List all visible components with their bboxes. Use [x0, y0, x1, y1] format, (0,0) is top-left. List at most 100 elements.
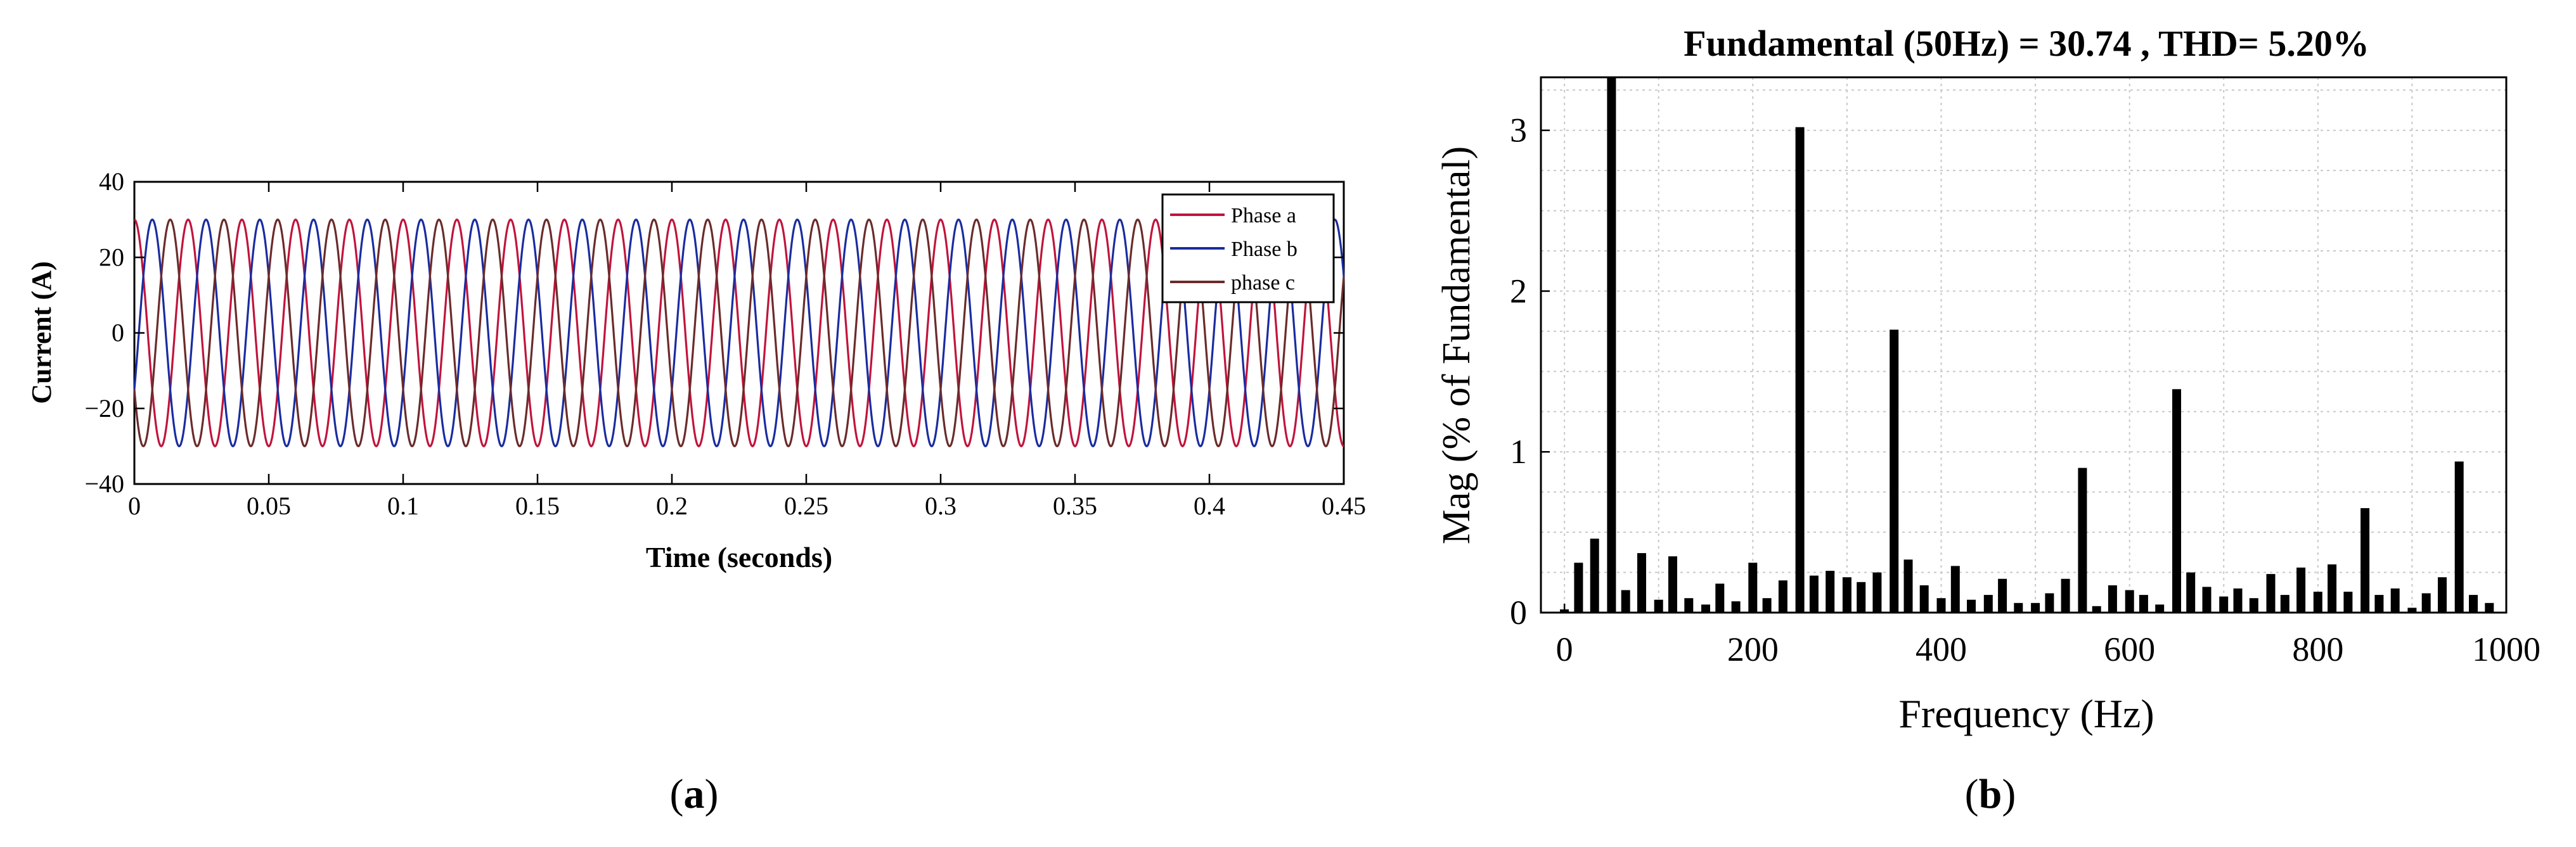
- harmonic-bar-882hz: [2390, 588, 2400, 613]
- chart-b-bars: [1560, 77, 2494, 613]
- harmonic-bar-32hz: [1590, 538, 1599, 613]
- harmonic-bar-750hz: [2266, 574, 2276, 613]
- harmonic-bar-715hz: [2233, 588, 2243, 613]
- harmonic-bar-350hz: [1890, 329, 1899, 613]
- chart-b-x-tick-label: 400: [1916, 630, 1967, 668]
- harmonic-bar-982hz: [2485, 602, 2494, 613]
- harmonic-bar-700hz: [2219, 596, 2229, 613]
- chart-a-x-tick-label: 0.1: [387, 492, 419, 520]
- chart-a-x-axis-label: Time (seconds): [646, 541, 832, 573]
- harmonic-bar-565hz: [2092, 606, 2101, 613]
- chart-b-x-tick-label: 200: [1727, 630, 1779, 668]
- harmonic-bar-550hz: [2078, 468, 2087, 613]
- chart-a-x-tick-label: 0: [128, 492, 141, 520]
- chart-b-y-tick-label: 2: [1510, 272, 1527, 310]
- chart-b-x-tick-label: 600: [2104, 630, 2155, 668]
- chart-b-y-axis-label: Mag (% of Fundamental): [1435, 146, 1478, 544]
- harmonic-bar-65hz: [1621, 590, 1630, 613]
- harmonic-bar-432hz: [1967, 599, 1976, 613]
- chart-a-series-group: [133, 218, 1345, 448]
- chart-b-plot-background: [1541, 77, 2506, 613]
- chart-a-y-tick-label: 0: [112, 319, 124, 347]
- harmonic-bar-632hz: [2155, 604, 2165, 613]
- harmonic-bar-182hz: [1731, 601, 1741, 613]
- chart-a-x-tick-label: 0.25: [784, 492, 828, 520]
- harmonic-bar-265hz: [1809, 575, 1819, 613]
- legend-entry-phase-c: phase c: [1170, 271, 1295, 295]
- chart-a-y-tick-label: 20: [99, 243, 124, 271]
- chart-a-y-tick-label: 40: [99, 167, 124, 196]
- harmonic-bar-900hz: [2407, 608, 2417, 613]
- chart-b-ticks: 0 200 400 600 800 1000 0 1 2 3: [1510, 111, 2541, 668]
- chart-b-x-tick-label: 0: [1556, 630, 1573, 668]
- harmonic-bar-682hz: [2202, 587, 2212, 613]
- harmonic-bar-150hz: [1701, 604, 1710, 613]
- chart-a-legend: Phase a Phase b phase c: [1161, 193, 1335, 303]
- harmonic-bar-132hz: [1684, 598, 1694, 613]
- harmonic-bar-282hz: [1826, 571, 1835, 613]
- panel-label-b-letter: b: [1979, 771, 2002, 817]
- chart-b-y-tick-label: 3: [1510, 111, 1527, 150]
- legend-entry-phase-b: Phase b: [1170, 238, 1298, 261]
- harmonic-bar-532hz: [2061, 578, 2070, 613]
- harmonic-bar-765hz: [2280, 595, 2289, 613]
- harmonic-bar-50hz: [1607, 77, 1616, 613]
- series-line-phase-b: [133, 219, 1345, 447]
- harmonic-bar-515hz: [2045, 593, 2054, 613]
- harmonic-bar-415hz: [1950, 566, 1960, 613]
- harmonic-bar-732hz: [2249, 598, 2258, 613]
- panel-label-a-letter: a: [684, 771, 705, 817]
- harmonic-bar-582hz: [2108, 585, 2117, 613]
- harmonic-bar-932hz: [2438, 577, 2447, 613]
- chart-b-x-tick-label: 800: [2292, 630, 2343, 668]
- harmonic-spectrum-chart: 0 200 400 600 800 1000 0 1 2 3 Fundamental (50Hz)…: [1435, 23, 2541, 817]
- harmonic-bar-300hz: [1842, 577, 1852, 613]
- chart-b-y-tick-label: 0: [1510, 594, 1527, 632]
- harmonic-bar-115hz: [1668, 556, 1677, 613]
- panel-label-a: (a): [670, 771, 719, 817]
- chart-b-grid: [1541, 77, 2507, 613]
- harmonic-bar-600hz: [2125, 590, 2134, 613]
- chart-a-x-tick-label: 0.15: [515, 492, 560, 520]
- chart-a-legend-box: [1161, 193, 1335, 303]
- harmonic-bar-382hz: [1919, 585, 1929, 613]
- harmonic-bar-850hz: [2360, 508, 2370, 613]
- harmonic-bar-200hz: [1748, 563, 1758, 613]
- panel-label-b: (b): [1965, 771, 2016, 817]
- harmonic-bar-782hz: [2296, 567, 2306, 613]
- chart-b-plot-frame: [1540, 76, 2508, 614]
- harmonic-bar-915hz: [2421, 593, 2431, 613]
- harmonic-bar-450hz: [1983, 595, 1993, 613]
- chart-a-x-tick-label: 0.05: [247, 492, 291, 520]
- chart-b-x-axis-label: Frequency (Hz): [1898, 691, 2154, 736]
- harmonic-bar-482hz: [2014, 602, 2023, 613]
- harmonic-bar-615hz: [2139, 595, 2148, 613]
- harmonic-bar-315hz: [1857, 582, 1866, 613]
- harmonic-bar-232hz: [1778, 580, 1787, 613]
- harmonic-bar-965hz: [2469, 595, 2478, 613]
- series-line-phase-c: [133, 219, 1345, 447]
- harmonic-bar-332hz: [1872, 572, 1882, 613]
- harmonic-bar-165hz: [1715, 583, 1725, 613]
- chart-a-ticks: 0 0.05 0.1 0.15 0.2 0.25 0.3 0.35 0.4 0.45 −40 −20 0…: [84, 167, 1366, 520]
- harmonic-bar-500hz: [2031, 602, 2040, 613]
- chart-a-x-tick-label: 0.35: [1053, 492, 1097, 520]
- chart-b-title: Fundamental (50Hz) = 30.74 , THD= 5.20%: [1684, 23, 2369, 64]
- chart-a-x-tick-label: 0.3: [925, 492, 956, 520]
- chart-a-x-tick-label: 0.4: [1194, 492, 1225, 520]
- chart-b-x-tick-label: 1000: [2472, 630, 2541, 668]
- chart-a-y-tick-label: −40: [84, 469, 124, 498]
- chart-a-x-tick-label: 0.2: [656, 492, 688, 520]
- series-line-phase-a: [134, 218, 1344, 448]
- chart-a-y-axis-label: Current (A): [26, 261, 57, 404]
- harmonic-bar-832hz: [2343, 592, 2353, 613]
- harmonic-bar-815hz: [2328, 564, 2337, 613]
- legend-label-phase-c: phase c: [1231, 271, 1295, 295]
- legend-label-phase-b: Phase b: [1231, 238, 1298, 261]
- harmonic-bar-950hz: [2454, 461, 2464, 613]
- harmonic-bar-800hz: [2313, 592, 2322, 613]
- harmonic-bar-100hz: [1654, 599, 1663, 613]
- chart-a-x-tick-label: 0.45: [1322, 492, 1366, 520]
- harmonic-bar-650hz: [2172, 389, 2181, 613]
- harmonic-bar-215hz: [1762, 598, 1772, 613]
